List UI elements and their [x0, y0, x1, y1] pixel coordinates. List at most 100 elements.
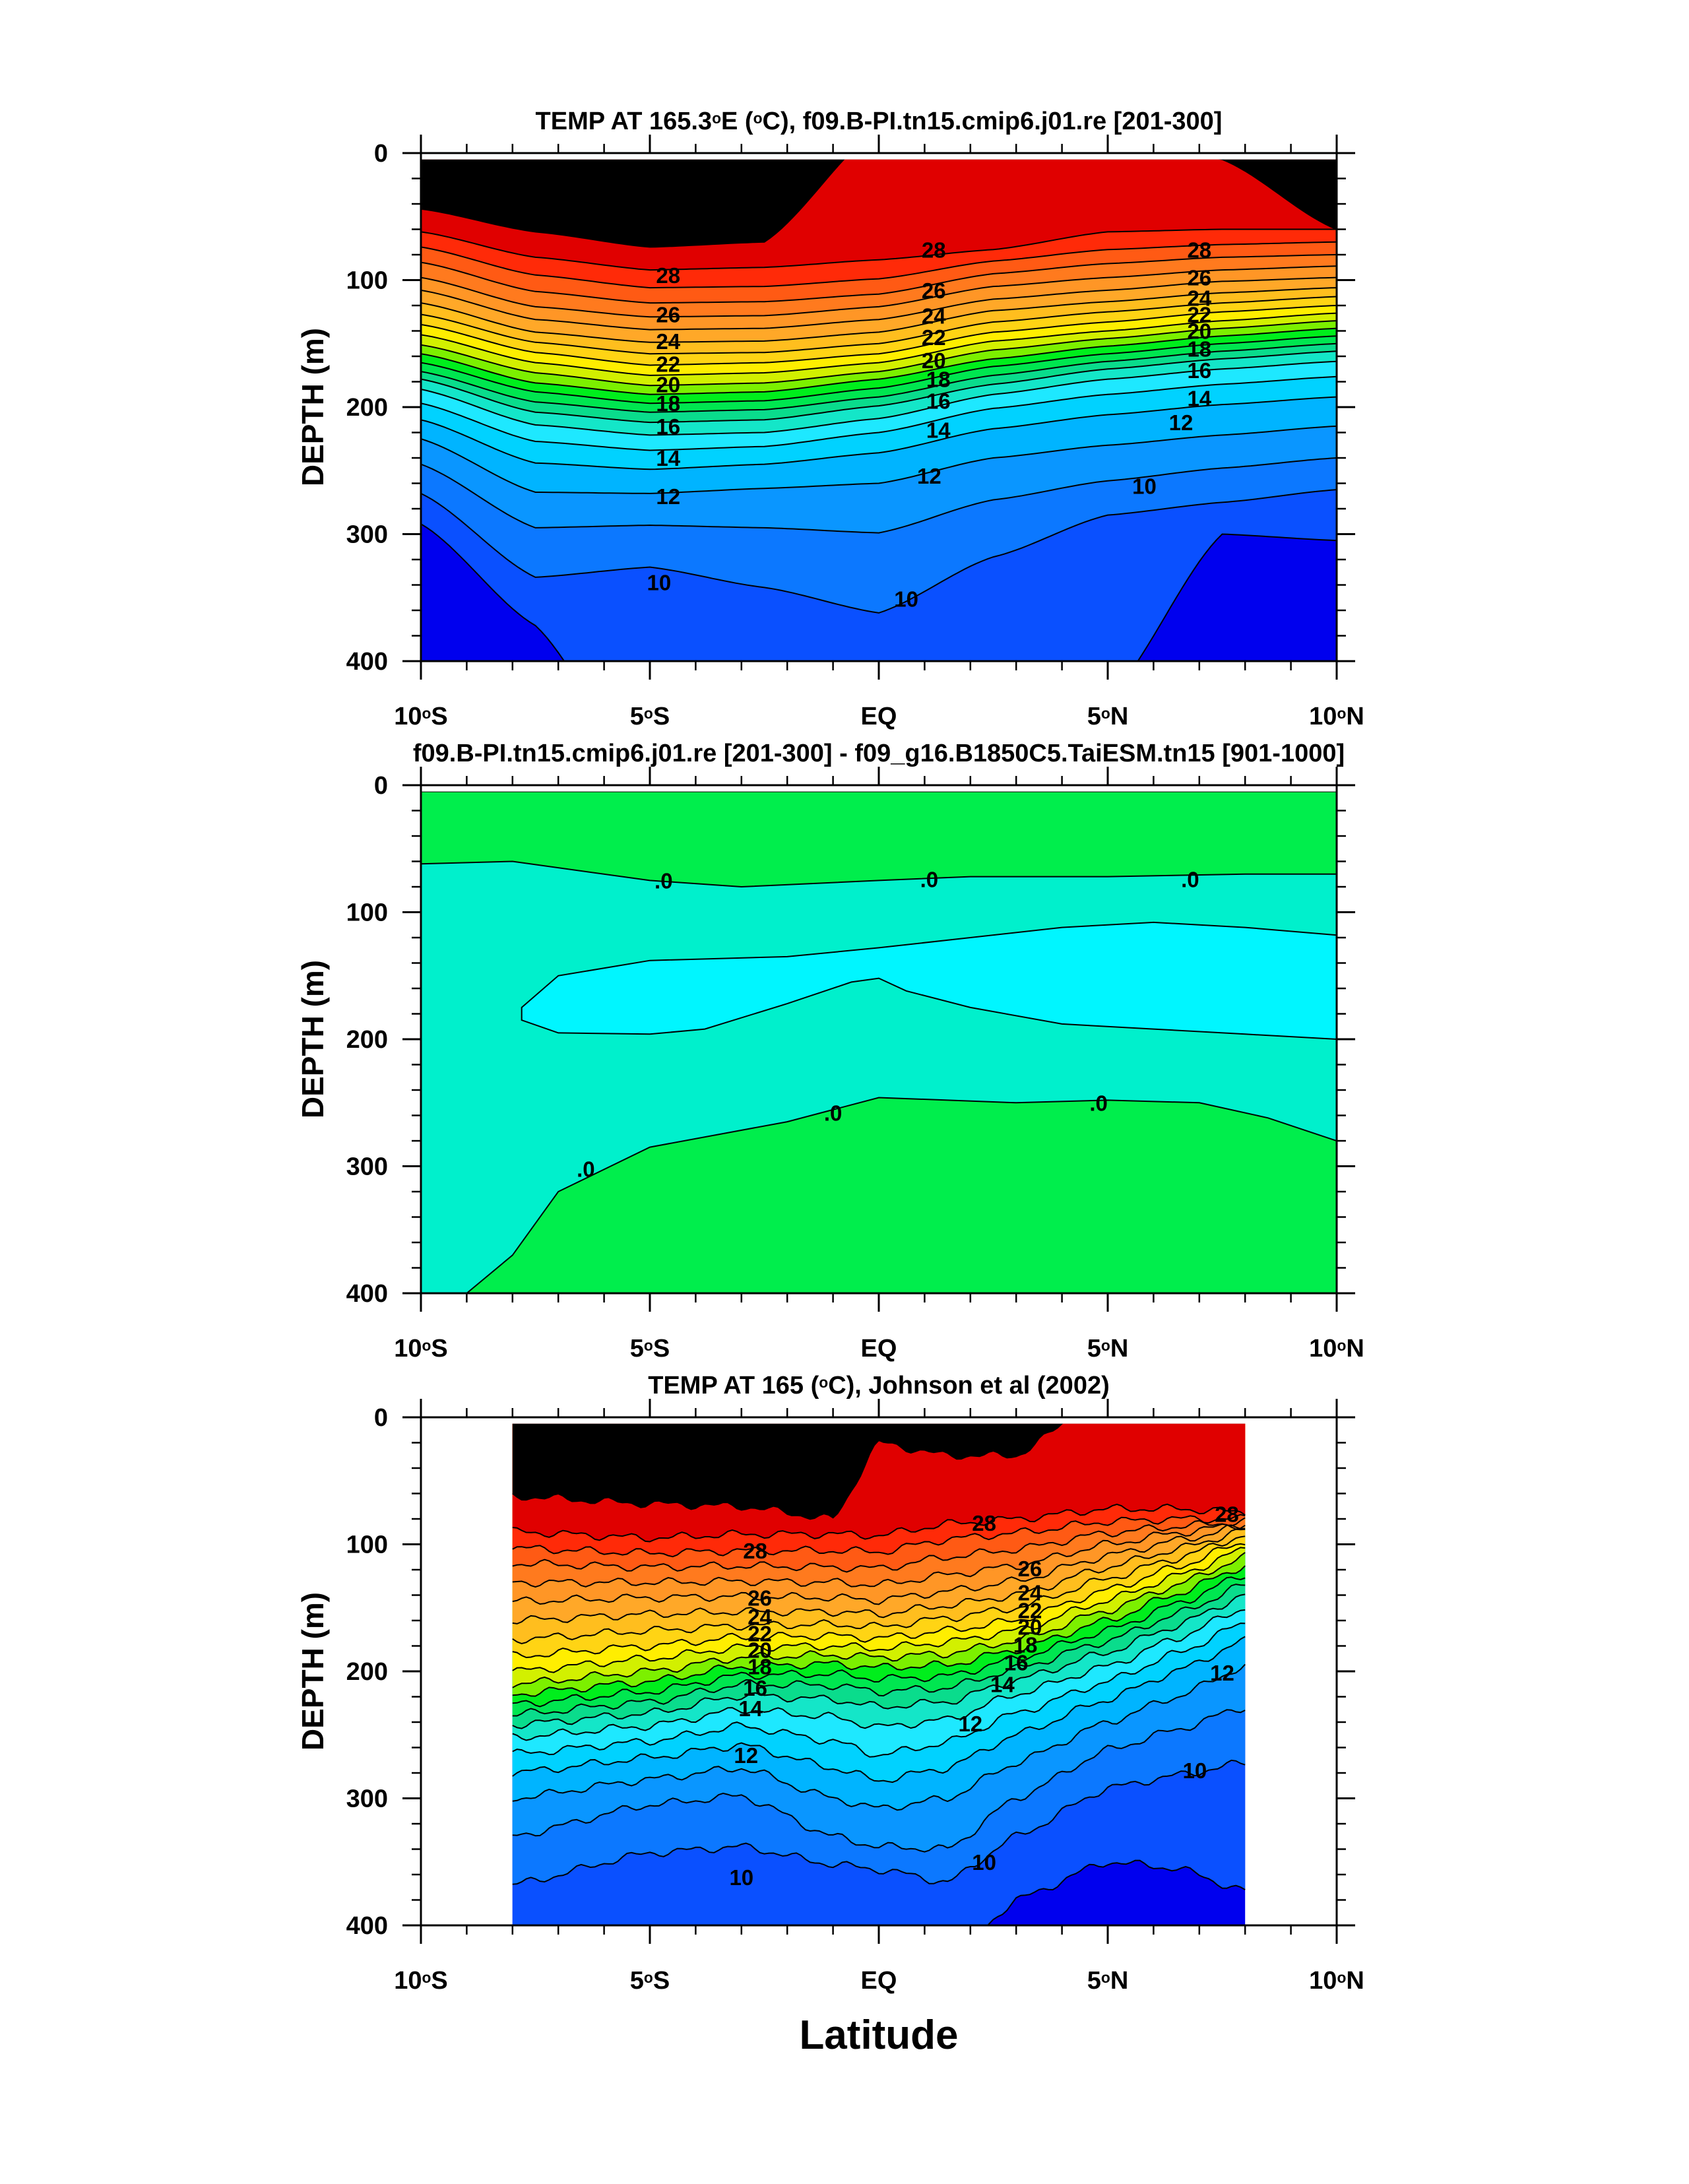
contour-label: 12 — [656, 484, 680, 509]
anomaly-region — [421, 790, 1337, 888]
contour-label: 20 — [922, 348, 946, 373]
x-tick-label: 5oS — [630, 1335, 670, 1363]
contour-line — [512, 1709, 1246, 1853]
contour-line — [512, 1543, 1246, 1659]
contour-line — [421, 276, 1337, 331]
contour-label: 28 — [1187, 238, 1211, 262]
contour-line — [512, 1528, 1246, 1624]
contour-line — [512, 1565, 1246, 1697]
contour-line — [421, 320, 1337, 387]
panel-title: TEMP AT 165 (oC), Johnson et al (2002) — [648, 1372, 1110, 1399]
contour-label: 22 — [922, 325, 946, 350]
x-tick-label: EQ — [861, 703, 897, 730]
contour-label: 22 — [748, 1621, 772, 1646]
contour-label: 26 — [1187, 266, 1211, 290]
contour-label: 16 — [926, 389, 951, 413]
contour-line — [512, 1552, 1246, 1688]
contour-label: 14 — [656, 446, 680, 470]
contour-line — [421, 523, 1337, 661]
x-tick-label: 5oS — [630, 1967, 670, 1995]
contour-label: 18 — [748, 1654, 772, 1679]
contour-label: .0 — [654, 868, 673, 893]
contour-label: 12 — [1210, 1661, 1234, 1685]
x-tick-label: 5oN — [1087, 703, 1129, 730]
contour-line — [512, 1593, 1246, 1729]
contour-label: 26 — [656, 302, 680, 327]
contour-line — [512, 1524, 1246, 1605]
contour-label: 22 — [1018, 1599, 1042, 1623]
contour-label: 18 — [926, 368, 951, 392]
y-axis-label: DEPTH (m) — [296, 1592, 330, 1750]
contour-line — [421, 228, 1337, 271]
contour-line — [512, 1663, 1246, 1811]
panels: 2826242220181614121028262422201816141210… — [296, 108, 1364, 1995]
contour-line — [512, 1547, 1246, 1673]
y-tick-label: 300 — [346, 521, 388, 549]
contour-line — [421, 305, 1337, 366]
y-tick-label: 0 — [374, 772, 388, 800]
x-tick-label: 10oN — [1309, 1967, 1364, 1995]
contour-label: 16 — [656, 414, 680, 439]
contour-label: 20 — [1187, 319, 1211, 344]
x-tick-label: EQ — [861, 1335, 897, 1363]
contour-label: 18 — [656, 391, 680, 416]
contour-line — [512, 1503, 1246, 1543]
contour-label: 14 — [926, 418, 951, 443]
contour-line — [421, 327, 1337, 395]
contour-label: 12 — [917, 464, 941, 488]
contour-label: 16 — [1187, 358, 1211, 383]
y-tick-label: 200 — [346, 1026, 388, 1054]
contour-label: 28 — [1215, 1502, 1239, 1526]
contour-line — [512, 1576, 1246, 1708]
contour-line — [421, 312, 1337, 376]
top-blank — [421, 153, 1337, 160]
contour-line — [986, 1859, 1246, 1925]
plot-area — [421, 1417, 1337, 1925]
contour-label: 22 — [1187, 302, 1211, 327]
contour-line — [421, 296, 1337, 355]
contour-label: 26 — [748, 1586, 772, 1610]
anomaly-region — [421, 1097, 1337, 1293]
contour-line — [512, 1417, 1076, 1520]
contour-line — [512, 1514, 1246, 1558]
contour-label: 20 — [656, 372, 680, 397]
panel-title: f09.B-PI.tn15.cmip6.j01.re [201-300] - f… — [413, 740, 1345, 767]
contour-label: 14 — [990, 1672, 1015, 1696]
contour-label: .0 — [1089, 1091, 1108, 1115]
contour-label: 28 — [743, 1539, 767, 1563]
contour-label: 12 — [734, 1743, 758, 1768]
contour-label: 20 — [1018, 1615, 1042, 1640]
x-tick-label: 10oN — [1309, 703, 1364, 730]
contour-label: 24 — [922, 304, 946, 328]
x-tick-label: 10oS — [394, 1967, 448, 1995]
contour-label: 18 — [1187, 337, 1211, 361]
contour-label: 10 — [729, 1865, 753, 1890]
contour-line — [512, 1636, 1246, 1783]
contour-label: 10 — [972, 1850, 996, 1875]
contour-label: 26 — [1018, 1557, 1042, 1581]
contour-line — [421, 335, 1337, 404]
contour-line — [421, 360, 1337, 436]
top-blank — [421, 1417, 1337, 1424]
panel-3: 2826242220181614121028262422201816141210… — [296, 1372, 1364, 1995]
contour-line — [512, 1517, 1246, 1573]
y-tick-label: 400 — [346, 1912, 388, 1940]
contour-label: 28 — [922, 238, 946, 262]
contour-line — [421, 153, 1337, 248]
contour-line — [421, 287, 1337, 343]
y-tick-label: 200 — [346, 1658, 388, 1686]
contour-label: 14 — [738, 1696, 763, 1721]
anomaly-region — [521, 921, 1337, 1041]
x-tick-label: EQ — [861, 1967, 897, 1995]
x-tick-label: 10oS — [394, 1335, 448, 1363]
y-axis-label: DEPTH (m) — [296, 328, 330, 486]
x-tick-label: 5oS — [630, 703, 670, 730]
contour-line — [421, 396, 1337, 470]
contour-line — [421, 375, 1337, 451]
contour-label: 26 — [922, 278, 946, 303]
contour-line — [512, 1759, 1246, 1885]
contour-label: 20 — [748, 1638, 772, 1662]
contour-label: 10 — [1132, 474, 1157, 498]
